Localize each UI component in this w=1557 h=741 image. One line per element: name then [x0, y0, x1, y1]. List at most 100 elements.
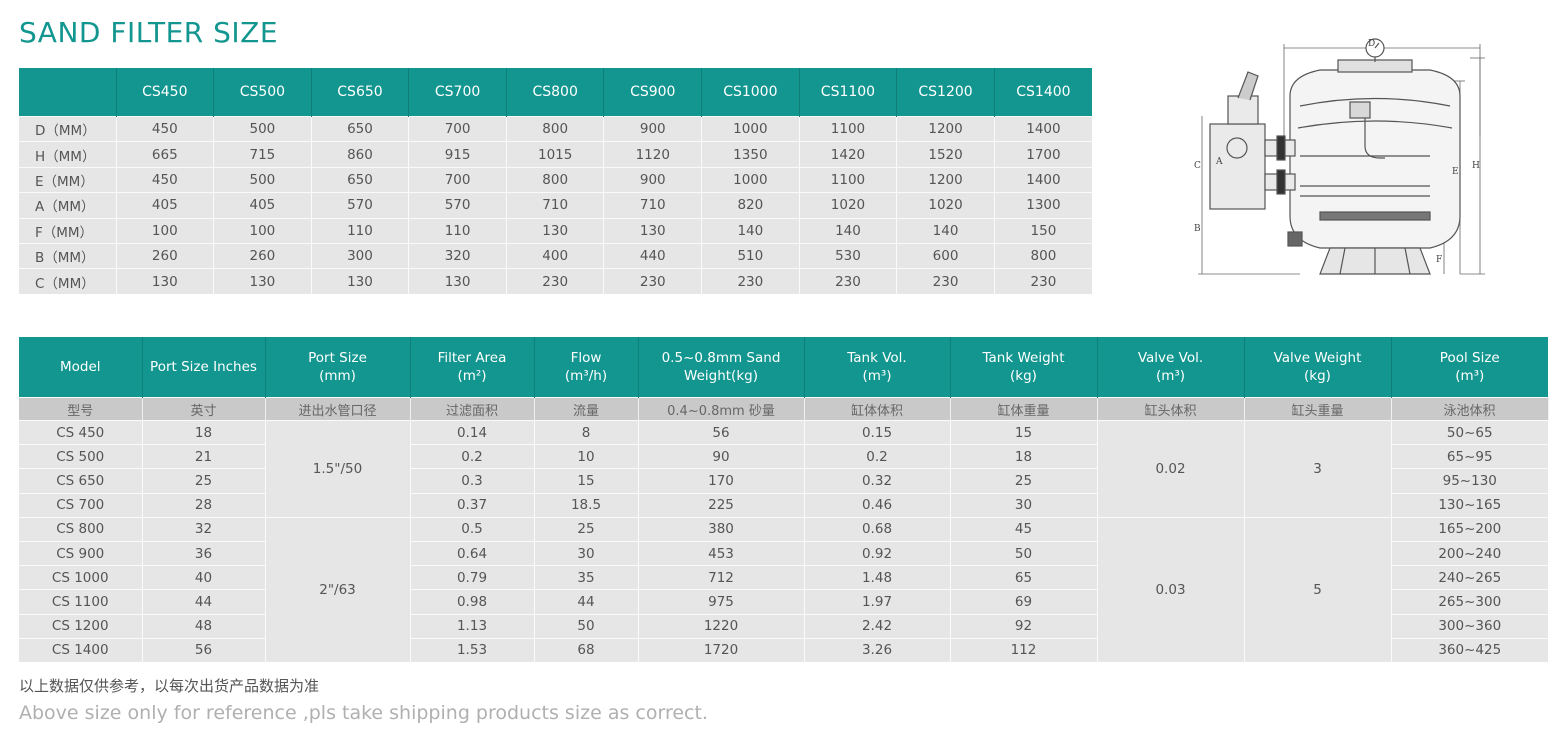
chinese-header-cell: 0.4~0.8mm 砂量: [638, 397, 805, 421]
flow-cell: 15: [534, 468, 639, 494]
size-cell: 820: [701, 192, 800, 219]
port-inches-cell: 56: [142, 637, 266, 662]
pool-size-cell: 130~165: [1391, 492, 1548, 518]
sand-weight-cell: 712: [638, 565, 805, 590]
size-cell: 650: [311, 166, 410, 193]
dimension-e-label: E: [1452, 167, 1459, 177]
size-cell: 405: [213, 192, 312, 219]
sand-weight-cell: 90: [638, 444, 805, 469]
header-line: Port Size Inches: [150, 359, 257, 375]
spec-column-header: Flow (m³/h): [534, 337, 639, 398]
size-cell: 140: [799, 217, 898, 244]
size-cell: 1100: [799, 166, 898, 193]
header-line: Tank Weight: [982, 350, 1065, 366]
spec-column-header: Pool Size (m³): [1391, 337, 1548, 398]
chinese-header-cell: 进出水管口径: [265, 397, 411, 421]
size-cell: 700: [408, 115, 507, 142]
filter-area-cell: 0.5: [410, 516, 535, 542]
flow-cell: 8: [534, 419, 639, 445]
size-table-row: H（MM） 665 715 860 915 1015 1120 1350 1420 1520 170…: [19, 141, 1092, 168]
size-cell: 510: [701, 242, 800, 269]
tank-vol-cell: 0.15: [804, 419, 951, 445]
size-table-header: CS450 CS500 CS650 CS700 CS800 CS900 CS10…: [19, 68, 1092, 117]
dimension-b-label: B: [1194, 224, 1201, 234]
size-cell: 860: [311, 141, 410, 168]
model-cell: CS 1400: [19, 637, 143, 662]
tank-weight-cell: 69: [950, 589, 1098, 614]
dimension-h-label: H: [1472, 161, 1480, 171]
port-inches-cell: 18: [142, 419, 266, 445]
port-inches-cell: 44: [142, 589, 266, 614]
header-unit: Weight(kg): [684, 368, 758, 384]
port-inches-cell: 48: [142, 613, 266, 639]
size-cell: 1120: [603, 141, 703, 168]
size-cell: 1420: [799, 141, 898, 168]
port-inches-cell: 28: [142, 492, 266, 518]
port-inches-cell: 25: [142, 468, 266, 494]
tank-vol-cell: 1.97: [804, 589, 951, 614]
tank-weight-cell: 18: [950, 444, 1098, 469]
sand-weight-cell: 380: [638, 516, 805, 542]
chinese-header-cell: 缸头体积: [1097, 397, 1245, 421]
header-line: Model: [59, 359, 101, 375]
size-cell: 1400: [994, 166, 1092, 193]
size-cell: 230: [994, 268, 1092, 294]
chinese-header-cell: 缸体体积: [804, 397, 951, 421]
size-cell: 405: [116, 192, 215, 219]
size-cell: 1000: [701, 166, 800, 193]
port-size-cell: 2"/63: [265, 516, 411, 662]
chinese-header-row: 型号 英寸 进出水管口径 过滤面积 流量 0.4~0.8mm 砂量 缸体体积 缸体重量 缸头体积…: [19, 397, 1549, 421]
size-table-row: A（MM） 405 405 570 570 710 710 820 1020 1020 1300: [19, 192, 1092, 219]
tank-weight-cell: 25: [950, 468, 1098, 494]
filter-area-cell: 1.13: [410, 613, 535, 639]
spec-table-row: CS 800 32 2"/63 0.5 25 380 0.68 45 0.03 5 165~200: [19, 516, 1548, 662]
size-cell: 1700: [994, 141, 1092, 168]
size-cell: 100: [213, 217, 312, 244]
pool-size-cell: 265~300: [1391, 589, 1548, 614]
model-header: CS1100: [799, 68, 898, 117]
size-cell: 570: [408, 192, 507, 219]
header-line: Valve Vol.: [1137, 350, 1204, 366]
spec-table-header: Model Port Size Inches Port Size (mm) Filter…: [19, 337, 1548, 398]
filter-area-cell: 0.64: [410, 540, 535, 566]
size-table: CS450 CS500 CS650 CS700 CS800 CS900 CS10…: [19, 68, 1092, 294]
flow-cell: 68: [534, 637, 639, 662]
model-header: CS900: [603, 68, 703, 117]
tank-weight-cell: 45: [950, 516, 1098, 542]
size-cell: 915: [408, 141, 507, 168]
pool-size-cell: 360~425: [1391, 637, 1548, 662]
size-cell: 1200: [896, 166, 995, 193]
port-inches-cell: 32: [142, 516, 266, 542]
valve-vol-cell: 0.03: [1097, 516, 1245, 662]
spec-column-header: Tank Weight (kg): [950, 337, 1098, 398]
size-cell: 230: [896, 268, 995, 294]
size-cell: 1015: [506, 141, 605, 168]
spec-table-row: CS 500 21 0.2 10 90 0.2 18 65~95: [19, 444, 1548, 469]
sand-weight-cell: 975: [638, 589, 805, 614]
size-cell: 650: [311, 115, 410, 142]
header-line: Port Size: [308, 350, 367, 366]
size-cell: 130: [506, 217, 605, 244]
size-cell: 800: [506, 166, 605, 193]
sand-weight-cell: 225: [638, 492, 805, 518]
size-cell: 320: [408, 242, 507, 269]
filter-area-cell: 0.3: [410, 468, 535, 494]
tank-weight-cell: 50: [950, 540, 1098, 566]
size-cell: 130: [116, 268, 215, 294]
tank-weight-cell: 30: [950, 492, 1098, 518]
sand-weight-cell: 1220: [638, 613, 805, 639]
size-table-row: C（MM） 130 130 130 130 230 230 230 230 230 230: [19, 268, 1092, 294]
tank-vol-cell: 0.46: [804, 492, 951, 518]
model-cell: CS 1000: [19, 565, 143, 590]
filter-area-cell: 0.2: [410, 444, 535, 469]
spec-table-row: CS 1400 56 1.53 68 1720 3.26 112 360~425: [19, 637, 1548, 662]
model-header: CS700: [408, 68, 507, 117]
dimension-label: E（MM）: [19, 166, 117, 193]
size-cell: 260: [116, 242, 215, 269]
size-cell: 530: [799, 242, 898, 269]
spec-column-header: Port Size Inches: [142, 337, 266, 398]
size-cell: 300: [311, 242, 410, 269]
valve-weight-cell: 5: [1244, 516, 1392, 662]
size-cell: 100: [116, 217, 215, 244]
tank-weight-cell: 15: [950, 419, 1098, 445]
